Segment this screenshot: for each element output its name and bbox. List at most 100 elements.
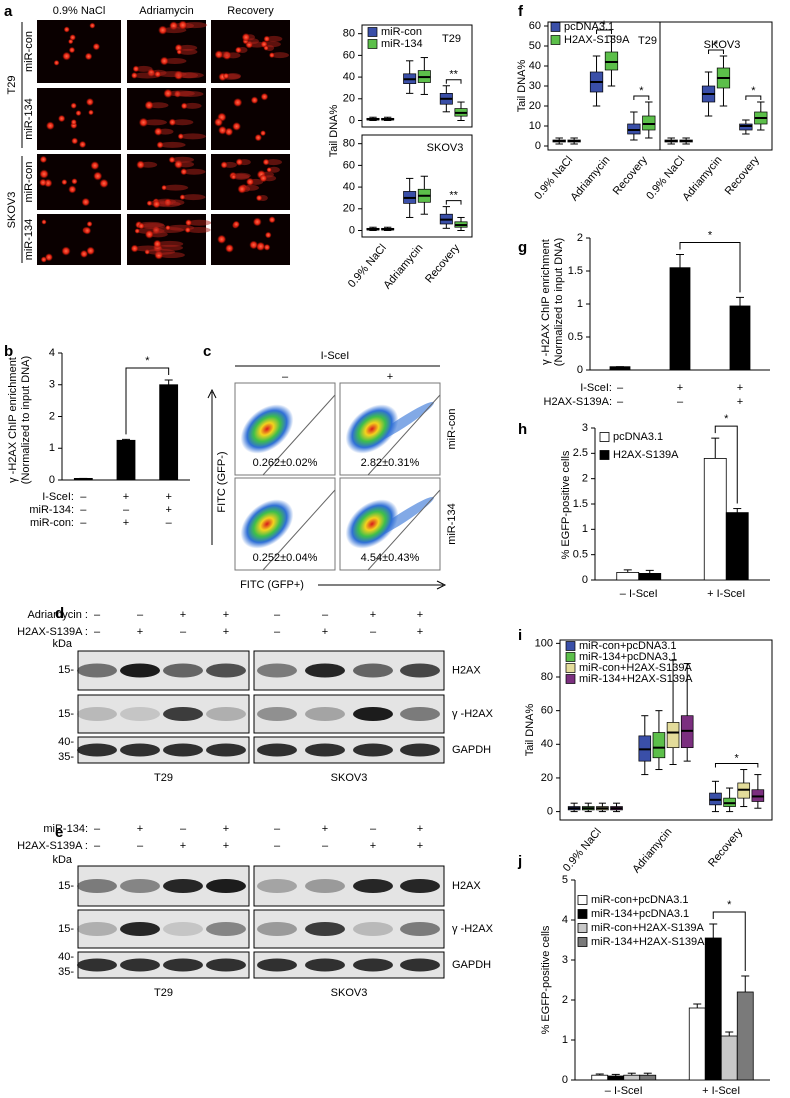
- legend-label: miR-134: [381, 38, 423, 50]
- condition-label: I-SceI:: [580, 382, 612, 394]
- y-tick-label: 40: [343, 71, 355, 83]
- size-marker: 15-: [58, 664, 74, 676]
- panel-letter: e: [55, 824, 63, 841]
- blot-band: [77, 922, 117, 936]
- comet-head: [99, 179, 109, 188]
- comet-head: [180, 102, 188, 110]
- legend-swatch: [565, 663, 576, 673]
- condition-label: Adriamycin :: [27, 609, 88, 621]
- legend-swatch: [577, 937, 588, 947]
- protein-label: H2AX: [452, 664, 481, 676]
- row-label: miR-134: [23, 219, 35, 261]
- comet-image: [211, 20, 290, 83]
- row-label: miR-con: [23, 31, 35, 72]
- comet-tail: [270, 52, 289, 59]
- y-tick-label: 2: [582, 473, 588, 485]
- annotation: **: [449, 190, 458, 202]
- blot-band: [257, 958, 297, 972]
- comet-head: [63, 26, 70, 33]
- y-tick-label: 1: [562, 1034, 568, 1046]
- y-axis-label: Tail DNA%: [524, 704, 536, 757]
- protein-label: γ -H2AX: [452, 708, 494, 720]
- blot-band: [305, 663, 345, 678]
- comet-tail: [140, 222, 166, 229]
- comet-head: [92, 43, 100, 51]
- condition-mark: +: [417, 626, 423, 638]
- blot-band: [353, 663, 393, 678]
- comet-tail: [156, 240, 184, 247]
- comet-head: [230, 174, 237, 180]
- box: [652, 732, 666, 759]
- x-tick-label: Recovery: [611, 154, 650, 198]
- comet-tail: [225, 72, 241, 79]
- legend-swatch: [550, 35, 561, 45]
- annotation: *: [727, 899, 732, 911]
- condition-label: H2AX-S139A :: [17, 840, 88, 852]
- y-tick-label: 2.5: [573, 447, 588, 459]
- x-tick-label: – I-SceI: [620, 588, 658, 600]
- unit-label: kDa: [52, 854, 72, 866]
- comet-head: [68, 185, 77, 194]
- row-label: miR-con: [23, 162, 35, 203]
- comet-head: [156, 141, 164, 149]
- comet-head: [255, 194, 263, 202]
- flow-gate: [367, 489, 441, 571]
- y-tick-label: 50: [529, 40, 541, 52]
- flow-column: +: [387, 371, 393, 383]
- y-tick-label: 0: [577, 364, 583, 376]
- condition-label: H2AX-S139A :: [17, 626, 88, 638]
- condition-mark: –: [166, 517, 173, 529]
- condition-mark: –: [274, 840, 281, 852]
- comet-head: [220, 161, 228, 169]
- blot-band: [206, 707, 246, 721]
- condition-mark: –: [94, 823, 101, 835]
- panel-letter: f: [518, 3, 524, 20]
- blot-band: [353, 707, 393, 721]
- y-axis-label: (Normalized to input DNA): [20, 356, 32, 484]
- flow-y-label: FITC (GFP-): [216, 451, 228, 512]
- blot-band: [257, 922, 297, 936]
- comet-head: [161, 184, 167, 191]
- comet-tail: [163, 57, 187, 64]
- y-tick-label: 100: [535, 637, 553, 649]
- blot-band: [257, 743, 297, 757]
- comet-head: [71, 178, 78, 185]
- bar: [638, 573, 662, 581]
- blot-band: [120, 707, 160, 721]
- legend-label: miR-con+pcDNA3.1: [579, 640, 677, 652]
- condition-mark: –: [80, 517, 87, 529]
- y-tick-label: 2: [577, 232, 583, 244]
- comet-tail: [181, 194, 206, 201]
- blot-band: [163, 922, 203, 936]
- bar: [116, 439, 136, 481]
- comet-head: [214, 50, 223, 59]
- y-tick-label: 1: [582, 523, 588, 535]
- bar: [703, 457, 727, 581]
- y-tick-label: 60: [541, 705, 553, 717]
- y-tick-label: 80: [343, 138, 355, 150]
- panel-letter: j: [517, 853, 522, 870]
- x-tick-label: + I-SceI: [702, 1085, 740, 1097]
- comet-tail: [148, 102, 169, 109]
- comet-head: [235, 46, 242, 54]
- axis-arrow: [318, 580, 447, 590]
- chart-title: SKOV3: [427, 142, 464, 154]
- y-tick-label: 80: [541, 671, 553, 683]
- legend-label: miR-con: [381, 26, 422, 38]
- condition-label: miR-con:: [30, 517, 74, 529]
- comet-head: [145, 230, 154, 239]
- y-tick-label: 40: [541, 738, 553, 750]
- size-marker: 15-: [58, 923, 74, 935]
- blot-band: [120, 663, 160, 678]
- comet-head: [131, 72, 138, 79]
- comet-head: [39, 155, 47, 163]
- size-marker: 15-: [58, 708, 74, 720]
- comet-image: [37, 88, 121, 150]
- legend-swatch: [577, 909, 588, 919]
- group-label: SKOV3: [6, 192, 18, 229]
- comet-head: [266, 167, 272, 173]
- blot-band: [305, 743, 345, 757]
- condition-mark: –: [617, 396, 624, 408]
- annotation: *: [602, 19, 607, 31]
- comet-head: [235, 158, 243, 166]
